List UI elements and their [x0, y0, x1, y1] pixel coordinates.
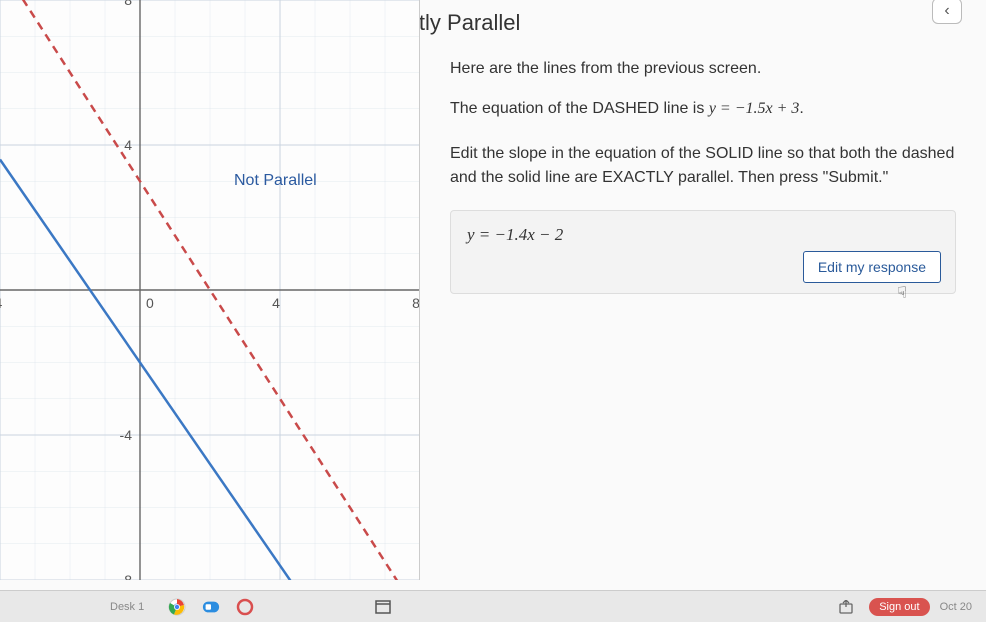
intro-text: Here are the lines from the previous scr… — [450, 60, 956, 78]
page-title: Exactly Parallel — [370, 10, 956, 36]
svg-text:8: 8 — [124, 0, 132, 8]
svg-text:0: 0 — [146, 295, 154, 311]
coordinate-graph[interactable]: -4 0 4 8 -8 -4 4 8 — [0, 0, 419, 580]
share-icon[interactable] — [837, 598, 855, 616]
edit-response-button[interactable]: Edit my response — [803, 251, 941, 283]
chevron-left-icon: ‹ — [944, 2, 949, 20]
svg-text:-4: -4 — [120, 427, 133, 443]
content-panel: Exactly Parallel Here are the lines from… — [420, 0, 986, 590]
svg-text:8: 8 — [412, 295, 419, 311]
taskbar: Desk 1 Sign out Oct 20 — [0, 590, 986, 622]
window-icon[interactable] — [374, 598, 392, 616]
chrome-icon[interactable] — [168, 598, 186, 616]
not-parallel-label: Not Parallel — [234, 172, 317, 190]
circle-icon[interactable] — [236, 598, 254, 616]
instructions-text: Edit the slope in the equation of the SO… — [450, 142, 956, 190]
signout-button[interactable]: Sign out — [869, 598, 929, 616]
svg-text:4: 4 — [272, 295, 280, 311]
svg-text:-8: -8 — [120, 572, 133, 580]
dashed-prefix: The equation of the DASHED line is — [450, 100, 709, 117]
dashed-equation: y = −1.5x + 3 — [709, 100, 800, 117]
back-button[interactable]: ‹ — [932, 0, 962, 24]
dashed-suffix: . — [799, 100, 803, 117]
taskbar-icons — [168, 598, 254, 616]
pointer-cursor-icon: ☟ — [897, 283, 907, 303]
desk-label: Desk 1 — [110, 601, 144, 613]
dashed-line-equation-sentence: The equation of the DASHED line is y = −… — [450, 100, 956, 118]
main-area: -4 0 4 8 -8 -4 4 8 Not Parallel Exactly Paralle… — [0, 0, 986, 590]
svg-text:4: 4 — [124, 137, 132, 153]
graph-panel: -4 0 4 8 -8 -4 4 8 Not Parallel — [0, 0, 420, 580]
date-label: Oct 20 — [940, 601, 972, 613]
student-response-equation: y = −1.4x − 2 — [467, 225, 939, 245]
response-box: y = −1.4x − 2 Edit my response ☟ — [450, 210, 956, 294]
svg-text:-4: -4 — [0, 295, 2, 311]
app-icon[interactable] — [202, 598, 220, 616]
